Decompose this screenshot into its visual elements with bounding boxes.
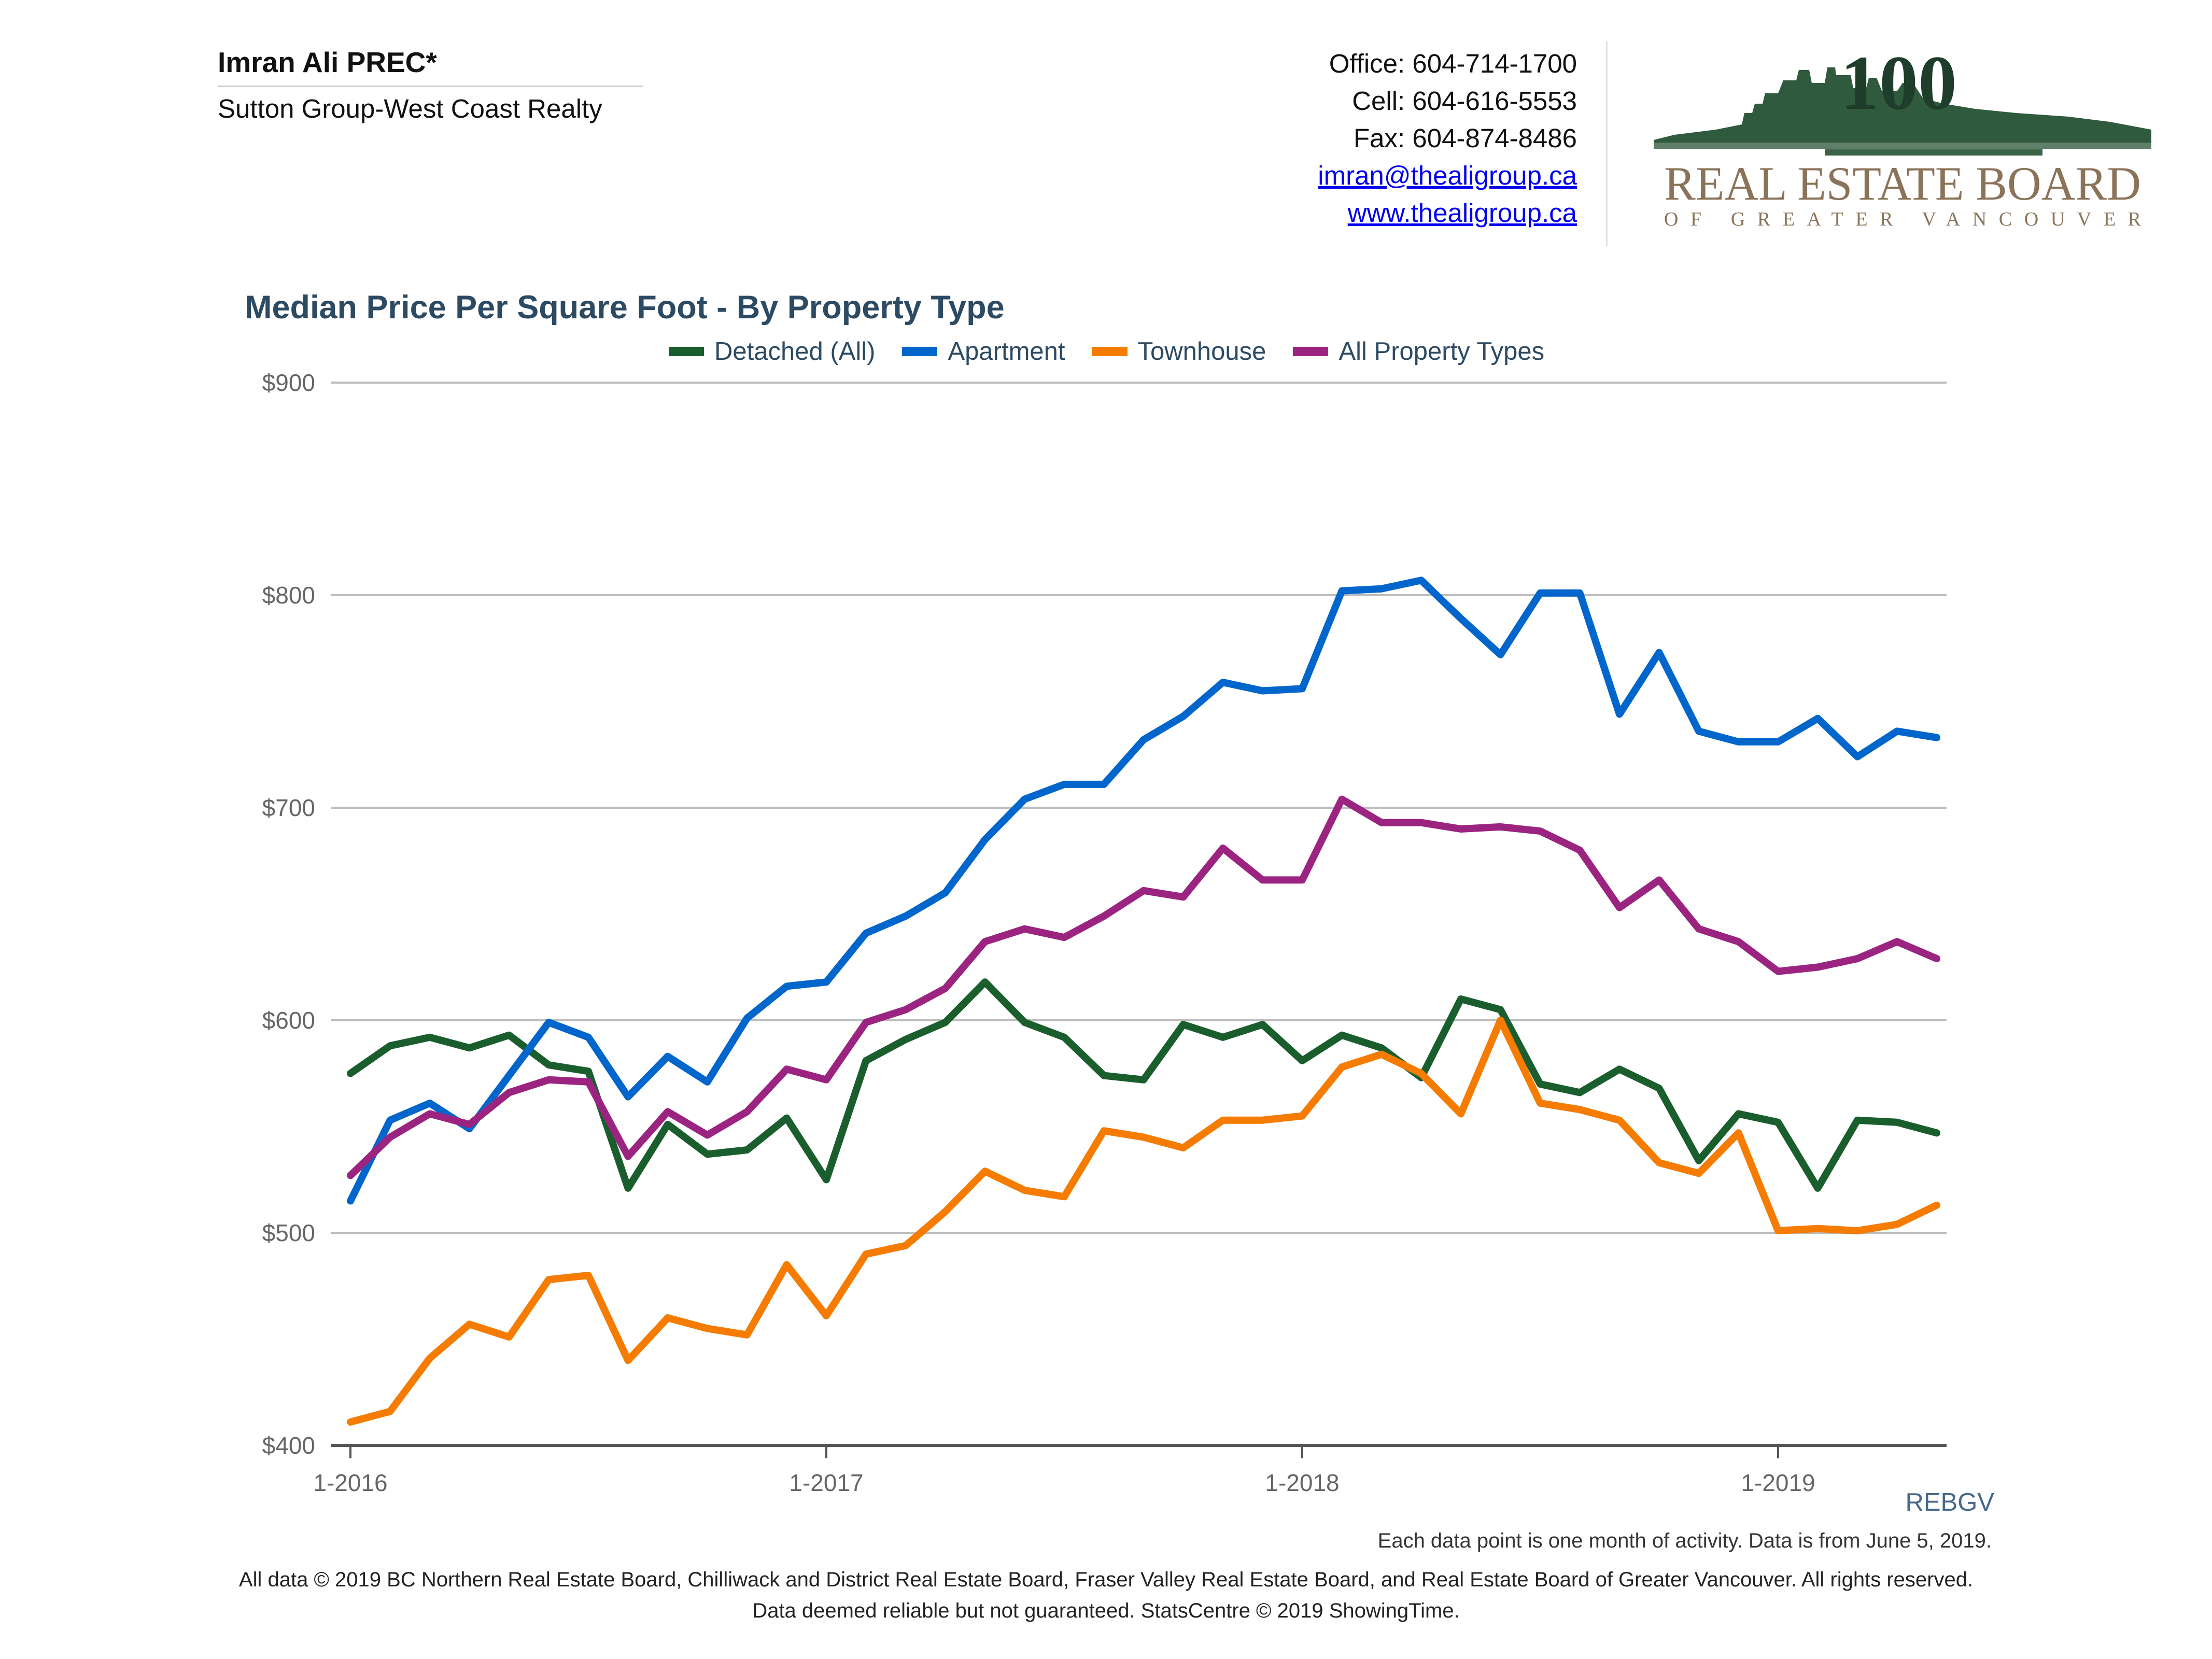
series-line-townhouse <box>347 1017 1940 1426</box>
legend-label-townhouse: Townhouse <box>1137 338 1266 365</box>
legend-swatch-all-types <box>1293 347 1329 356</box>
legend-label-apartment: Apartment <box>948 338 1065 365</box>
footer-copyright: All data © 2019 BC Northern Real Estate … <box>238 1568 1974 1591</box>
x-tick-label: 1-2018 <box>1265 1469 1339 1496</box>
chart-title: Median Price Per Square Foot - By Proper… <box>245 289 1005 326</box>
series-line-all-types <box>347 795 1940 1179</box>
legend-swatch-detached <box>669 347 704 356</box>
contact-cell: Cell: 604-616-5553 <box>1352 86 1577 116</box>
agent-name: Imran Ali PREC* <box>218 46 437 78</box>
x-tick-label: 1-2016 <box>313 1469 387 1496</box>
legend-label-detached: Detached (All) <box>714 338 876 365</box>
logo-board-name: REAL ESTATE BOARD <box>1664 157 2141 210</box>
y-tick-label: $500 <box>262 1219 315 1246</box>
legend-swatch-apartment <box>902 347 938 356</box>
y-tick-label: $800 <box>262 582 315 609</box>
legend-item-townhouse[interactable]: Townhouse <box>1092 337 1266 366</box>
source-label: REBGV <box>1905 1488 1994 1516</box>
contact-email-link[interactable]: imran@thealigroup.ca <box>1318 161 1577 190</box>
city-skyline-logo-icon <box>1654 67 2151 156</box>
chart-legend: Detached (All) Apartment Townhouse All P… <box>669 337 1544 366</box>
legend-swatch-townhouse <box>1092 347 1128 356</box>
y-tick-label: $600 <box>262 1007 315 1034</box>
y-tick-label: $900 <box>262 369 315 396</box>
y-tick-label: $700 <box>262 794 315 821</box>
series-line-detached <box>347 978 1940 1192</box>
legend-item-all-types[interactable]: All Property Types <box>1293 337 1544 366</box>
data-note: Each data point is one month of activity… <box>1377 1529 1992 1552</box>
series-line-apartment <box>347 577 1940 1205</box>
real-estate-board-logo: 100 REAL ESTATE BOARD OF GREATER VANCOUV… <box>1654 52 2151 230</box>
agent-company: Sutton Group-West Coast Realty <box>218 94 602 123</box>
contact-fax: Fax: 604-874-8486 <box>1354 123 1577 153</box>
y-tick-label: $400 <box>262 1432 315 1459</box>
footer-disclaimer: Data deemed reliable but not guaranteed.… <box>752 1599 1460 1622</box>
x-tick-label: 1-2017 <box>789 1469 863 1496</box>
logo-100-text: 100 <box>1840 52 1957 126</box>
legend-item-detached[interactable]: Detached (All) <box>669 337 875 366</box>
x-tick-label: 1-2019 <box>1741 1469 1815 1496</box>
contact-office: Office: 604-714-1700 <box>1329 49 1577 78</box>
contact-website-link[interactable]: www.thealigroup.ca <box>1347 198 1577 228</box>
legend-item-apartment[interactable]: Apartment <box>902 337 1065 366</box>
legend-label-all-types: All Property Types <box>1339 338 1545 365</box>
header-vertical-divider <box>1606 41 1608 246</box>
header-divider <box>218 86 643 87</box>
